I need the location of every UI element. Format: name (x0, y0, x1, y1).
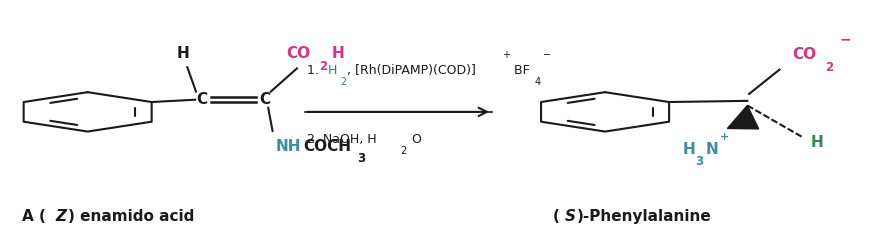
Text: O: O (411, 133, 421, 146)
Text: 2. NaOH, H: 2. NaOH, H (307, 133, 376, 146)
Text: )-Phenylalanine: )-Phenylalanine (577, 209, 712, 224)
Text: (: ( (553, 209, 560, 224)
Text: , [Rh(DiPAMP)(COD)]: , [Rh(DiPAMP)(COD)] (347, 64, 476, 77)
Text: ) enamido acid: ) enamido acid (68, 209, 194, 224)
Text: Z: Z (56, 209, 66, 224)
Text: 4: 4 (535, 77, 541, 87)
Text: S: S (565, 209, 576, 224)
Text: COCH: COCH (303, 139, 351, 154)
Text: BF: BF (510, 64, 530, 77)
Text: H: H (332, 46, 344, 61)
Text: A (: A ( (23, 209, 46, 224)
Text: 1.: 1. (307, 64, 322, 77)
Text: H: H (327, 64, 337, 77)
Text: +: + (502, 50, 510, 60)
Text: CO: CO (287, 46, 311, 61)
Text: 2: 2 (320, 60, 327, 73)
Text: +: + (719, 132, 729, 142)
Text: 2: 2 (401, 146, 407, 156)
Text: 2: 2 (340, 77, 346, 87)
Text: −: − (840, 32, 851, 47)
Text: C: C (197, 92, 207, 107)
Text: H: H (177, 46, 189, 61)
Text: −: − (544, 50, 551, 60)
Text: N: N (706, 142, 719, 157)
Text: CO: CO (793, 47, 817, 62)
Text: 3: 3 (357, 152, 365, 165)
Text: H: H (682, 142, 695, 157)
Text: H: H (811, 135, 824, 150)
Polygon shape (727, 106, 759, 129)
Text: NH: NH (275, 139, 300, 154)
Text: 3: 3 (695, 154, 703, 168)
Text: C: C (260, 92, 270, 107)
Text: 2: 2 (826, 61, 834, 74)
